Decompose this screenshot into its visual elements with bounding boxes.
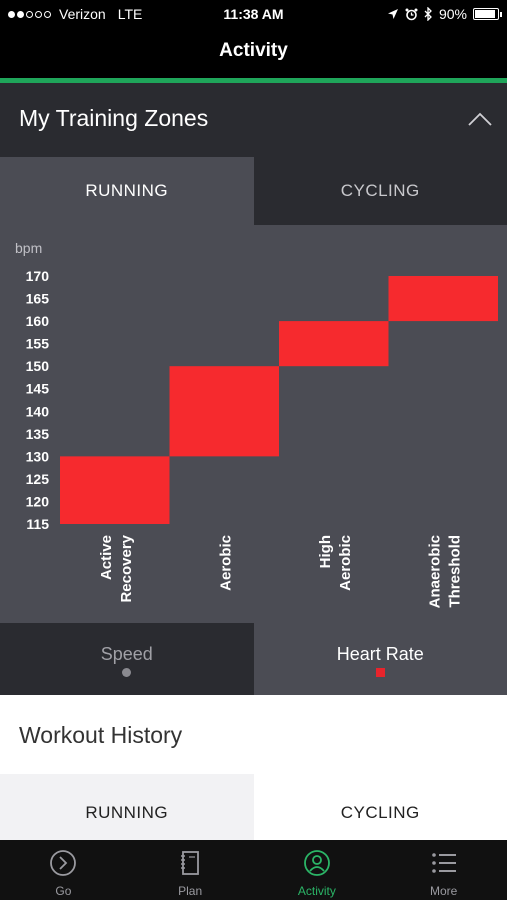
bottom-nav: Go Plan Activity More	[0, 840, 507, 900]
zone-sport-tabs: RUNNING CYCLING	[0, 157, 507, 225]
y-tick-label: 115	[26, 516, 49, 532]
notebook-icon	[181, 851, 200, 875]
x-category-label: Threshold	[446, 535, 463, 608]
tab-heart-rate-label: Heart Rate	[336, 644, 424, 664]
x-category-label: Aerobic	[337, 535, 354, 591]
y-tick-label: 155	[26, 336, 50, 352]
carrier-name: Verizon	[59, 6, 106, 22]
metric-tabs: Speed Heart Rate	[0, 623, 507, 695]
history-sport-tabs: RUNNING CYCLING	[0, 774, 507, 840]
workout-history-title: Workout History	[19, 722, 183, 748]
y-tick-label: 120	[26, 493, 50, 509]
bluetooth-icon	[424, 7, 432, 21]
training-zones-title: My Training Zones	[19, 105, 209, 131]
x-category-label: Anaerobic	[426, 535, 443, 608]
status-right: 90%	[387, 6, 502, 22]
zone-bar	[388, 276, 498, 322]
zones-chart: bpm 170 165 160 155 150 145 140 135 130 125 120 115 A…	[0, 225, 507, 623]
tab-cycling[interactable]: CYCLING	[253, 157, 507, 225]
alarm-icon	[405, 8, 418, 20]
y-tick-label: 140	[26, 403, 50, 419]
chevron-up-icon[interactable]	[467, 107, 493, 133]
nav-go[interactable]: Go	[0, 840, 127, 900]
status-bar: Verizon LTE 11:38 AM 90%	[0, 0, 507, 28]
tab-running[interactable]: RUNNING	[0, 157, 254, 225]
speed-indicator-dot	[122, 668, 132, 677]
status-left: Verizon LTE	[8, 6, 142, 22]
nav-plan-label: Plan	[178, 884, 203, 898]
nav-activity-label: Activity	[297, 884, 336, 898]
header-accent-line	[0, 78, 507, 83]
zone-bar	[279, 321, 389, 367]
y-axis-unit-label: bpm	[15, 240, 42, 256]
heart-rate-indicator	[375, 668, 385, 677]
x-category-label: Aerobic	[217, 535, 234, 591]
go-circle-arrow-icon	[50, 850, 77, 876]
zones-chart-svg: bpm 170 165 160 155 150 145 140 135 130 125 120 115 A…	[15, 240, 498, 608]
nav-activity[interactable]: Activity	[254, 840, 381, 900]
person-circle-icon	[303, 850, 330, 876]
tab-heart-rate[interactable]: Heart Rate	[253, 623, 507, 695]
y-tick-label: 165	[26, 291, 50, 307]
tab-speed-label: Speed	[100, 644, 153, 664]
workout-history-header[interactable]: Workout History	[0, 695, 507, 774]
nav-go-label: Go	[55, 884, 72, 898]
tab-speed[interactable]: Speed	[0, 623, 254, 695]
page-title: Activity	[219, 40, 288, 61]
app-header: Activity	[0, 28, 507, 78]
status-time: 11:38 AM	[223, 6, 284, 22]
y-tick-label: 145	[26, 381, 50, 397]
signal-strength-icon	[8, 10, 51, 18]
location-arrow-icon	[387, 9, 398, 19]
list-icon	[431, 853, 456, 873]
battery-icon	[473, 8, 502, 20]
y-tick-label: 135	[26, 426, 50, 442]
history-tab-cycling[interactable]: CYCLING	[253, 774, 507, 840]
y-tick-label: 130	[26, 448, 50, 464]
nav-more[interactable]: More	[380, 840, 507, 900]
zone-bar	[169, 366, 279, 457]
x-category-label: Active	[98, 535, 115, 580]
training-zones-header[interactable]: My Training Zones	[0, 83, 507, 157]
x-category-label: High	[317, 535, 334, 568]
x-category-label: Recovery	[118, 534, 135, 602]
nav-plan[interactable]: Plan	[127, 840, 254, 900]
y-tick-label: 160	[26, 313, 50, 329]
battery-level-fill	[475, 10, 495, 18]
battery-percent: 90%	[438, 6, 467, 22]
y-tick-label: 150	[26, 358, 50, 374]
history-tab-running[interactable]: RUNNING	[0, 774, 254, 840]
network-type: LTE	[117, 6, 143, 22]
y-tick-label: 170	[26, 268, 50, 284]
nav-more-label: More	[429, 884, 458, 898]
y-tick-label: 125	[26, 471, 50, 487]
zone-bar	[60, 456, 170, 524]
